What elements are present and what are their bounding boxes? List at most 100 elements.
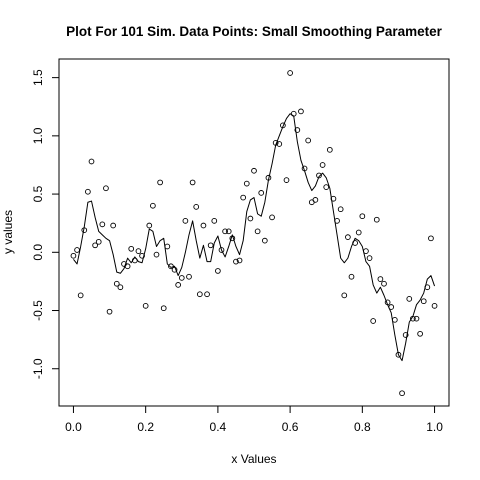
data-point [269, 214, 275, 221]
data-point [160, 305, 167, 312]
y-tick-label: 0.5 [31, 185, 45, 202]
data-point [193, 204, 200, 210]
data-point [402, 332, 409, 338]
data-points [70, 70, 438, 397]
data-point [150, 202, 156, 209]
chart-title: Plot For 101 Sim. Data Points: Small Smo… [66, 24, 443, 39]
data-point [215, 268, 221, 274]
data-point [355, 229, 362, 236]
y-tick-label: 1.0 [31, 127, 45, 144]
data-point [200, 222, 207, 229]
data-point [413, 315, 420, 322]
data-point [153, 251, 160, 258]
data-point [276, 141, 283, 147]
data-point [88, 158, 95, 165]
y-axis: -1.0 -0.5 0.0 0.5 1.0 1.5 [31, 69, 60, 379]
data-point [142, 303, 149, 309]
data-point [345, 234, 351, 241]
x-tick-label: 1.0 [426, 420, 443, 434]
data-point [74, 247, 80, 253]
data-point [103, 185, 109, 192]
data-point [233, 258, 239, 265]
plot-box [58, 58, 450, 407]
data-point [247, 215, 254, 222]
data-point [92, 242, 98, 249]
x-axis-label: x Values [231, 452, 276, 466]
data-point [240, 194, 247, 201]
data-point [85, 188, 91, 195]
y-tick-label: 1.5 [31, 69, 45, 86]
data-point [319, 162, 326, 168]
data-point [243, 180, 250, 187]
data-point [370, 318, 377, 324]
data-point [77, 292, 84, 299]
data-point [99, 221, 106, 228]
data-point [399, 390, 405, 397]
data-point [294, 127, 301, 133]
data-point [113, 280, 120, 287]
data-point [373, 216, 380, 223]
data-point [196, 291, 203, 298]
smoothing-line [73, 113, 436, 362]
y-axis-label: y values [1, 210, 15, 254]
data-point [254, 228, 261, 235]
data-point [207, 242, 214, 249]
x-axis: 0.0 0.2 0.4 0.6 0.8 1.0 [65, 405, 443, 434]
data-point [211, 218, 218, 224]
data-point [157, 179, 163, 186]
data-point [164, 243, 171, 250]
data-point [283, 177, 290, 183]
data-point [175, 282, 182, 288]
data-point [110, 222, 117, 229]
y-tick-label: -1.0 [31, 358, 45, 379]
data-point [146, 222, 153, 229]
data-point [312, 197, 319, 203]
x-tick-label: 0.6 [282, 420, 299, 434]
data-point [377, 276, 384, 282]
data-point [287, 70, 293, 76]
data-point [178, 275, 185, 281]
data-point [337, 206, 344, 213]
data-point [139, 252, 145, 259]
data-point [417, 330, 423, 337]
data-point [225, 228, 232, 235]
data-point [251, 167, 257, 174]
data-point [182, 218, 189, 224]
data-point [359, 213, 366, 220]
data-point [222, 228, 228, 235]
data-point [236, 257, 243, 264]
data-point [305, 137, 312, 144]
data-point [70, 252, 77, 259]
data-point [326, 146, 333, 153]
data-point [391, 316, 398, 323]
x-tick-label: 0.8 [354, 420, 371, 434]
data-point [323, 184, 330, 190]
data-point [135, 248, 142, 254]
data-point [406, 296, 413, 302]
data-point [420, 298, 427, 305]
data-point [366, 255, 373, 261]
data-point [106, 308, 113, 315]
data-point [261, 237, 268, 244]
data-point [431, 303, 438, 309]
data-point [95, 238, 102, 245]
y-tick-label: -0.5 [31, 300, 45, 321]
data-point [117, 284, 124, 291]
x-tick-label: 0.4 [210, 420, 227, 434]
data-point [128, 245, 135, 252]
data-point [124, 263, 131, 270]
smoothing-line-layer [73, 113, 436, 362]
data-point [258, 190, 265, 196]
y-tick-label: 0.0 [31, 244, 45, 261]
data-point [428, 235, 434, 242]
data-point [218, 247, 225, 253]
data-point [186, 273, 192, 280]
data-point [204, 291, 210, 298]
x-tick-label: 0.0 [65, 420, 82, 434]
data-point [189, 179, 196, 186]
data-point [381, 280, 387, 287]
data-point [348, 273, 355, 280]
x-tick-label: 0.2 [137, 420, 154, 434]
data-point [298, 108, 304, 115]
